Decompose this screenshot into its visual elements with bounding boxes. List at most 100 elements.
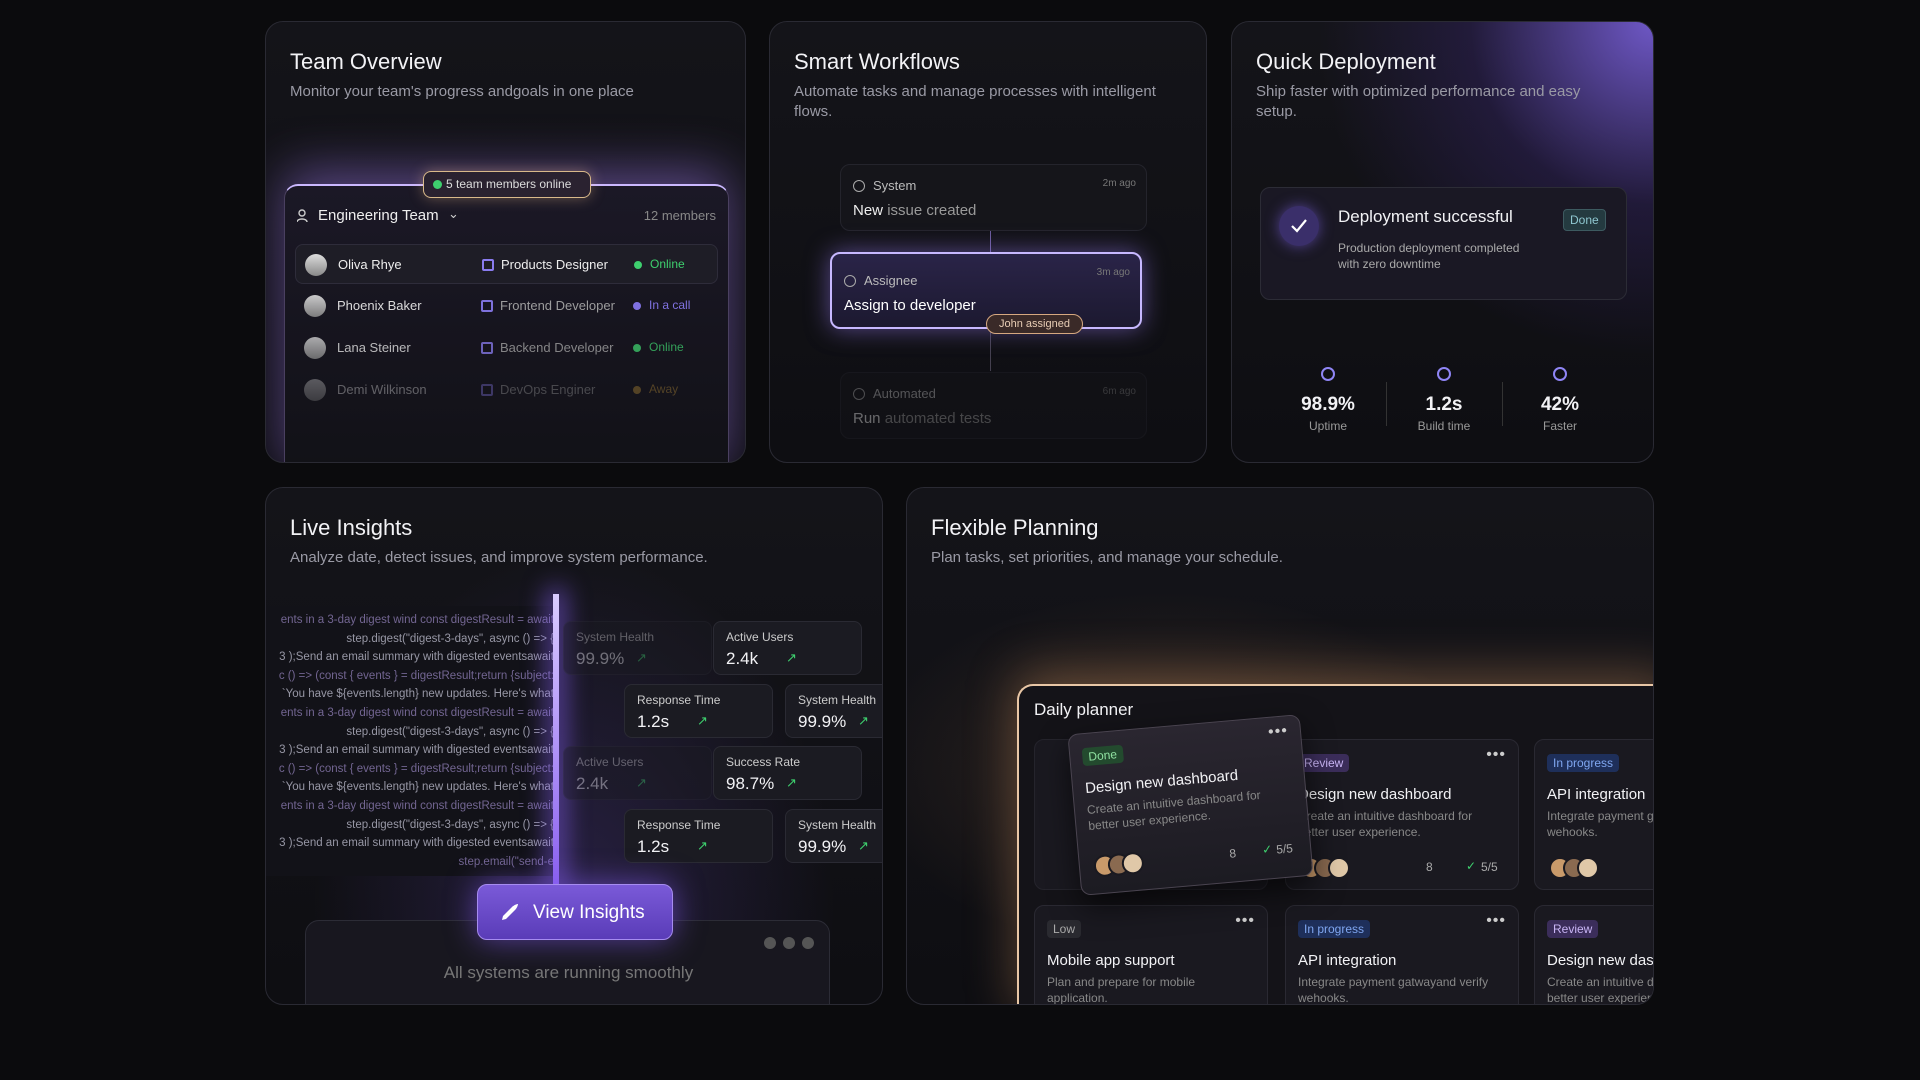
trend-arrow: ↗ (697, 838, 708, 853)
status-text: All systems are running smoothly (443, 963, 694, 982)
card-subtitle: Automate tasks and manage processes with… (794, 83, 1156, 120)
code-line: step.digest("digest-3-days", async () =>… (346, 632, 554, 645)
avatar (304, 337, 326, 359)
task-tag: Review (1547, 920, 1599, 938)
member-role: DevOps Enginer (500, 382, 596, 397)
workflow-step: System 2m ago New issue created (840, 164, 1147, 231)
trend-arrow: ↗ (858, 838, 869, 853)
comment-count: 8 (1426, 860, 1433, 874)
code-line: `You have ${events.length} new updates. … (281, 688, 554, 701)
comment-count: 8 (1228, 846, 1237, 861)
trend-arrow: ↗ (636, 775, 647, 790)
metric-card: Active Users 2.4k ↗ (563, 746, 712, 800)
task-title: API integration (1298, 952, 1397, 969)
more-menu[interactable]: ••• (1486, 912, 1506, 929)
metric-label: Response Time (637, 693, 721, 707)
metric-value: 1.2s (637, 837, 670, 856)
member-status: Away (649, 382, 679, 396)
badge-text: 5 team members online (446, 177, 572, 191)
task-card[interactable]: Low ••• Mobile app support Plan and prepare… (1034, 905, 1268, 1004)
code-line: 3 );Send an email summary with digested … (279, 651, 554, 664)
metric-label: System Health (798, 818, 877, 832)
metric-value: 99.9% (798, 712, 847, 731)
step-icon (853, 388, 865, 400)
status-dot (633, 386, 641, 394)
status-description: Production deployment completed with zer… (1338, 241, 1520, 271)
metric-value: 99.9% (798, 837, 847, 856)
task-card[interactable]: Done ••• Design new dashboard Create an int… (1067, 714, 1314, 896)
metric-value: 98.7% (726, 774, 775, 793)
trend-arrow: ↗ (786, 650, 797, 665)
more-menu[interactable]: ••• (1235, 912, 1255, 929)
stat-icon (1553, 367, 1567, 381)
member-status: Online (649, 340, 684, 354)
step-text-row: New issue created (853, 202, 976, 219)
more-menu[interactable]: ••• (1486, 746, 1506, 763)
role-icon (482, 259, 494, 271)
task-progress: 5/5 (1481, 860, 1498, 874)
step-time: 2m ago (1102, 178, 1136, 189)
flexible-planning-card: Flexible Planning Plan tasks, set priori… (906, 487, 1654, 1005)
card-title: Live Insights (290, 515, 413, 540)
card-title: Smart Workflows (794, 49, 960, 74)
member-row: Oliva Rhye Products Designer Online (295, 244, 718, 284)
task-tag: In progress (1298, 920, 1371, 938)
code-line: ents in a 3-day digest wind const digest… (280, 707, 554, 719)
trend-arrow: ↗ (786, 775, 797, 790)
check-mark: ✓ (1466, 859, 1477, 873)
status-title: Deployment successful (1338, 207, 1513, 226)
trend-arrow: ↗ (858, 713, 869, 728)
card-title: Quick Deployment (1256, 49, 1436, 74)
assigned-tag: John assigned (986, 314, 1083, 334)
status-dot (633, 344, 641, 352)
member-role: Products Designer (501, 257, 608, 272)
stat-icon (1437, 367, 1451, 381)
step-verb: New (853, 202, 884, 219)
task-tag: Low (1047, 920, 1082, 938)
member-status: In a call (649, 298, 691, 312)
metric-value: 2.4k (726, 649, 759, 668)
code-line: ents in a 3-day digest wind const digest… (280, 800, 554, 812)
metric-label: Active Users (576, 755, 644, 769)
step-text: automated tests (884, 410, 992, 427)
task-tag: Review (1298, 754, 1350, 772)
code-line: step.digest("digest-3-days", async () =>… (346, 725, 554, 738)
metric-value: 99.9% (576, 649, 625, 668)
scan-beam (553, 594, 559, 886)
team-selector[interactable]: Engineering Team (318, 207, 439, 224)
stat-value: 98.9% (1301, 394, 1355, 415)
team-icon (297, 209, 308, 223)
stat-label: Build time (1417, 419, 1471, 433)
role-icon (481, 342, 493, 354)
step-source: System (873, 178, 917, 193)
task-progress: 5/5 (1275, 841, 1294, 857)
avatar (1328, 857, 1350, 879)
stat-label: Uptime (1308, 419, 1347, 433)
more-menu[interactable]: ••• (1267, 722, 1289, 741)
trend-arrow: ↗ (697, 713, 708, 728)
trend-arrow: ↗ (636, 650, 647, 665)
metric-card: Response Time 1.2s ↗ (624, 809, 773, 863)
code-line: 3 );Send an email summary with digested … (279, 837, 554, 850)
member-row: Lana Steiner Backend Developer Online (295, 328, 718, 368)
step-source: Assignee (864, 273, 918, 288)
view-insights-button[interactable]: View Insights (477, 884, 673, 940)
code-panel: ents in a 3-day digest wind const digest… (266, 606, 556, 876)
planner-title: Daily planner (1034, 700, 1134, 719)
member-row: Demi Wilkinson DevOps Enginer Away (295, 370, 718, 410)
role-icon (481, 384, 493, 396)
stat-value: 1.2s (1425, 394, 1463, 415)
code-line: c () => (const { events } = digestResult… (278, 669, 554, 682)
code-line: step.email("send-e (458, 855, 555, 868)
card-title: Team Overview (290, 49, 442, 74)
check-circle (1279, 206, 1319, 246)
divider (1386, 382, 1387, 426)
card-subtitle: Analyze date, detect issues, and improve… (290, 549, 708, 566)
task-tag: In progress (1547, 754, 1620, 772)
status-dot (633, 302, 641, 310)
code-line: step.digest("digest-3-days", async () =>… (346, 818, 554, 831)
